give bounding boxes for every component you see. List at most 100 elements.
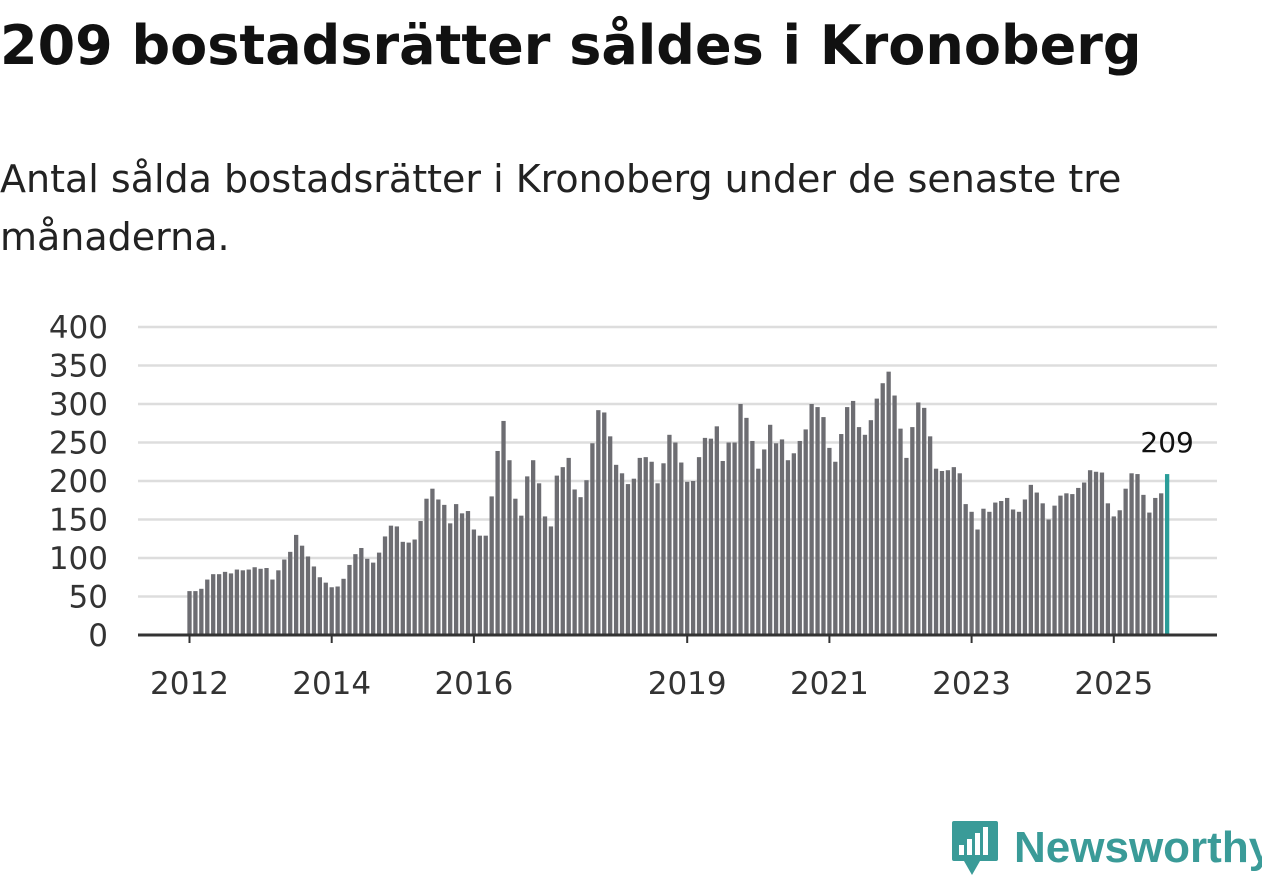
bar <box>584 480 589 635</box>
bar <box>1052 505 1057 635</box>
bar <box>999 501 1004 635</box>
bar <box>809 404 814 635</box>
bar <box>1070 494 1075 635</box>
bar <box>436 499 441 635</box>
bars <box>187 371 1170 635</box>
bar <box>892 395 897 635</box>
bar <box>222 571 228 635</box>
bar <box>1034 492 1039 635</box>
bar <box>323 582 328 635</box>
bar <box>981 508 986 635</box>
bar <box>353 554 358 635</box>
bar <box>945 470 951 635</box>
bar <box>1117 510 1122 635</box>
bar <box>797 440 802 635</box>
bar <box>489 496 494 635</box>
bar <box>572 489 577 635</box>
bar <box>708 438 714 635</box>
bar <box>762 449 767 635</box>
bar <box>685 481 690 635</box>
bar <box>590 443 595 635</box>
bar <box>1159 493 1164 635</box>
bar <box>916 402 921 635</box>
bar <box>827 447 832 635</box>
bar <box>424 498 429 635</box>
bar <box>216 574 222 635</box>
bar <box>282 559 287 635</box>
bar <box>880 383 885 635</box>
bar <box>554 475 559 635</box>
bar <box>975 529 980 635</box>
x-tick-label: 2021 <box>790 666 869 700</box>
bar <box>910 427 915 635</box>
bar <box>234 569 240 635</box>
bar <box>922 407 927 635</box>
bar <box>951 467 956 635</box>
bar <box>690 481 696 635</box>
bar <box>270 579 275 635</box>
bar <box>661 463 666 635</box>
bar <box>205 579 210 635</box>
bar <box>513 498 518 635</box>
bar <box>1016 511 1022 635</box>
bar <box>211 574 216 635</box>
bar <box>933 468 939 635</box>
bar <box>963 504 968 635</box>
bar <box>874 398 879 635</box>
bar <box>791 453 796 635</box>
bar <box>453 504 459 635</box>
page-title: 209 bostadsrätter såldes i Kronoberg <box>0 14 1142 77</box>
newsworthy-brand: Newsworthy <box>950 818 1262 878</box>
bar <box>655 483 660 635</box>
bar <box>845 407 850 635</box>
bar <box>679 462 684 635</box>
bar <box>1005 497 1010 635</box>
bar <box>619 473 625 635</box>
bar <box>406 542 411 635</box>
bar <box>418 521 423 635</box>
bar <box>1147 512 1152 635</box>
bar <box>258 568 263 635</box>
bar <box>1153 497 1158 635</box>
bar <box>501 420 506 635</box>
bar <box>927 436 933 635</box>
bar <box>850 400 856 635</box>
bar <box>1111 516 1116 635</box>
bar <box>329 587 334 635</box>
bar <box>376 552 382 635</box>
bar <box>199 588 204 635</box>
y-tick-label: 300 <box>49 387 108 423</box>
bar <box>939 470 945 635</box>
bar <box>459 513 465 635</box>
bar <box>868 420 874 635</box>
bar <box>744 417 749 635</box>
bar <box>388 525 394 635</box>
bar <box>833 461 838 635</box>
y-tick-label: 50 <box>69 580 108 616</box>
bar <box>448 523 453 635</box>
bar <box>898 428 903 635</box>
brand-name: Newsworthy <box>1014 823 1262 872</box>
bar <box>696 457 702 635</box>
x-tick-label: 2019 <box>648 666 727 700</box>
bar <box>548 526 554 635</box>
bar <box>756 468 761 635</box>
bar <box>335 586 340 635</box>
bar <box>768 424 773 635</box>
bar <box>495 450 500 635</box>
y-tick-label: 350 <box>49 349 108 385</box>
y-tick-label: 0 <box>88 618 108 654</box>
bar <box>1082 482 1087 635</box>
bar <box>637 457 642 635</box>
bar <box>477 535 482 635</box>
bar <box>412 539 417 635</box>
x-axis: 2012 2014 2016 2019 2021 2023 2025 <box>138 633 1217 700</box>
bar <box>400 541 405 635</box>
bar <box>631 478 637 635</box>
bar <box>803 429 808 635</box>
bar <box>1064 493 1069 635</box>
bar <box>1093 471 1099 635</box>
newsworthy-logo-icon <box>952 821 998 875</box>
bar <box>969 511 974 635</box>
